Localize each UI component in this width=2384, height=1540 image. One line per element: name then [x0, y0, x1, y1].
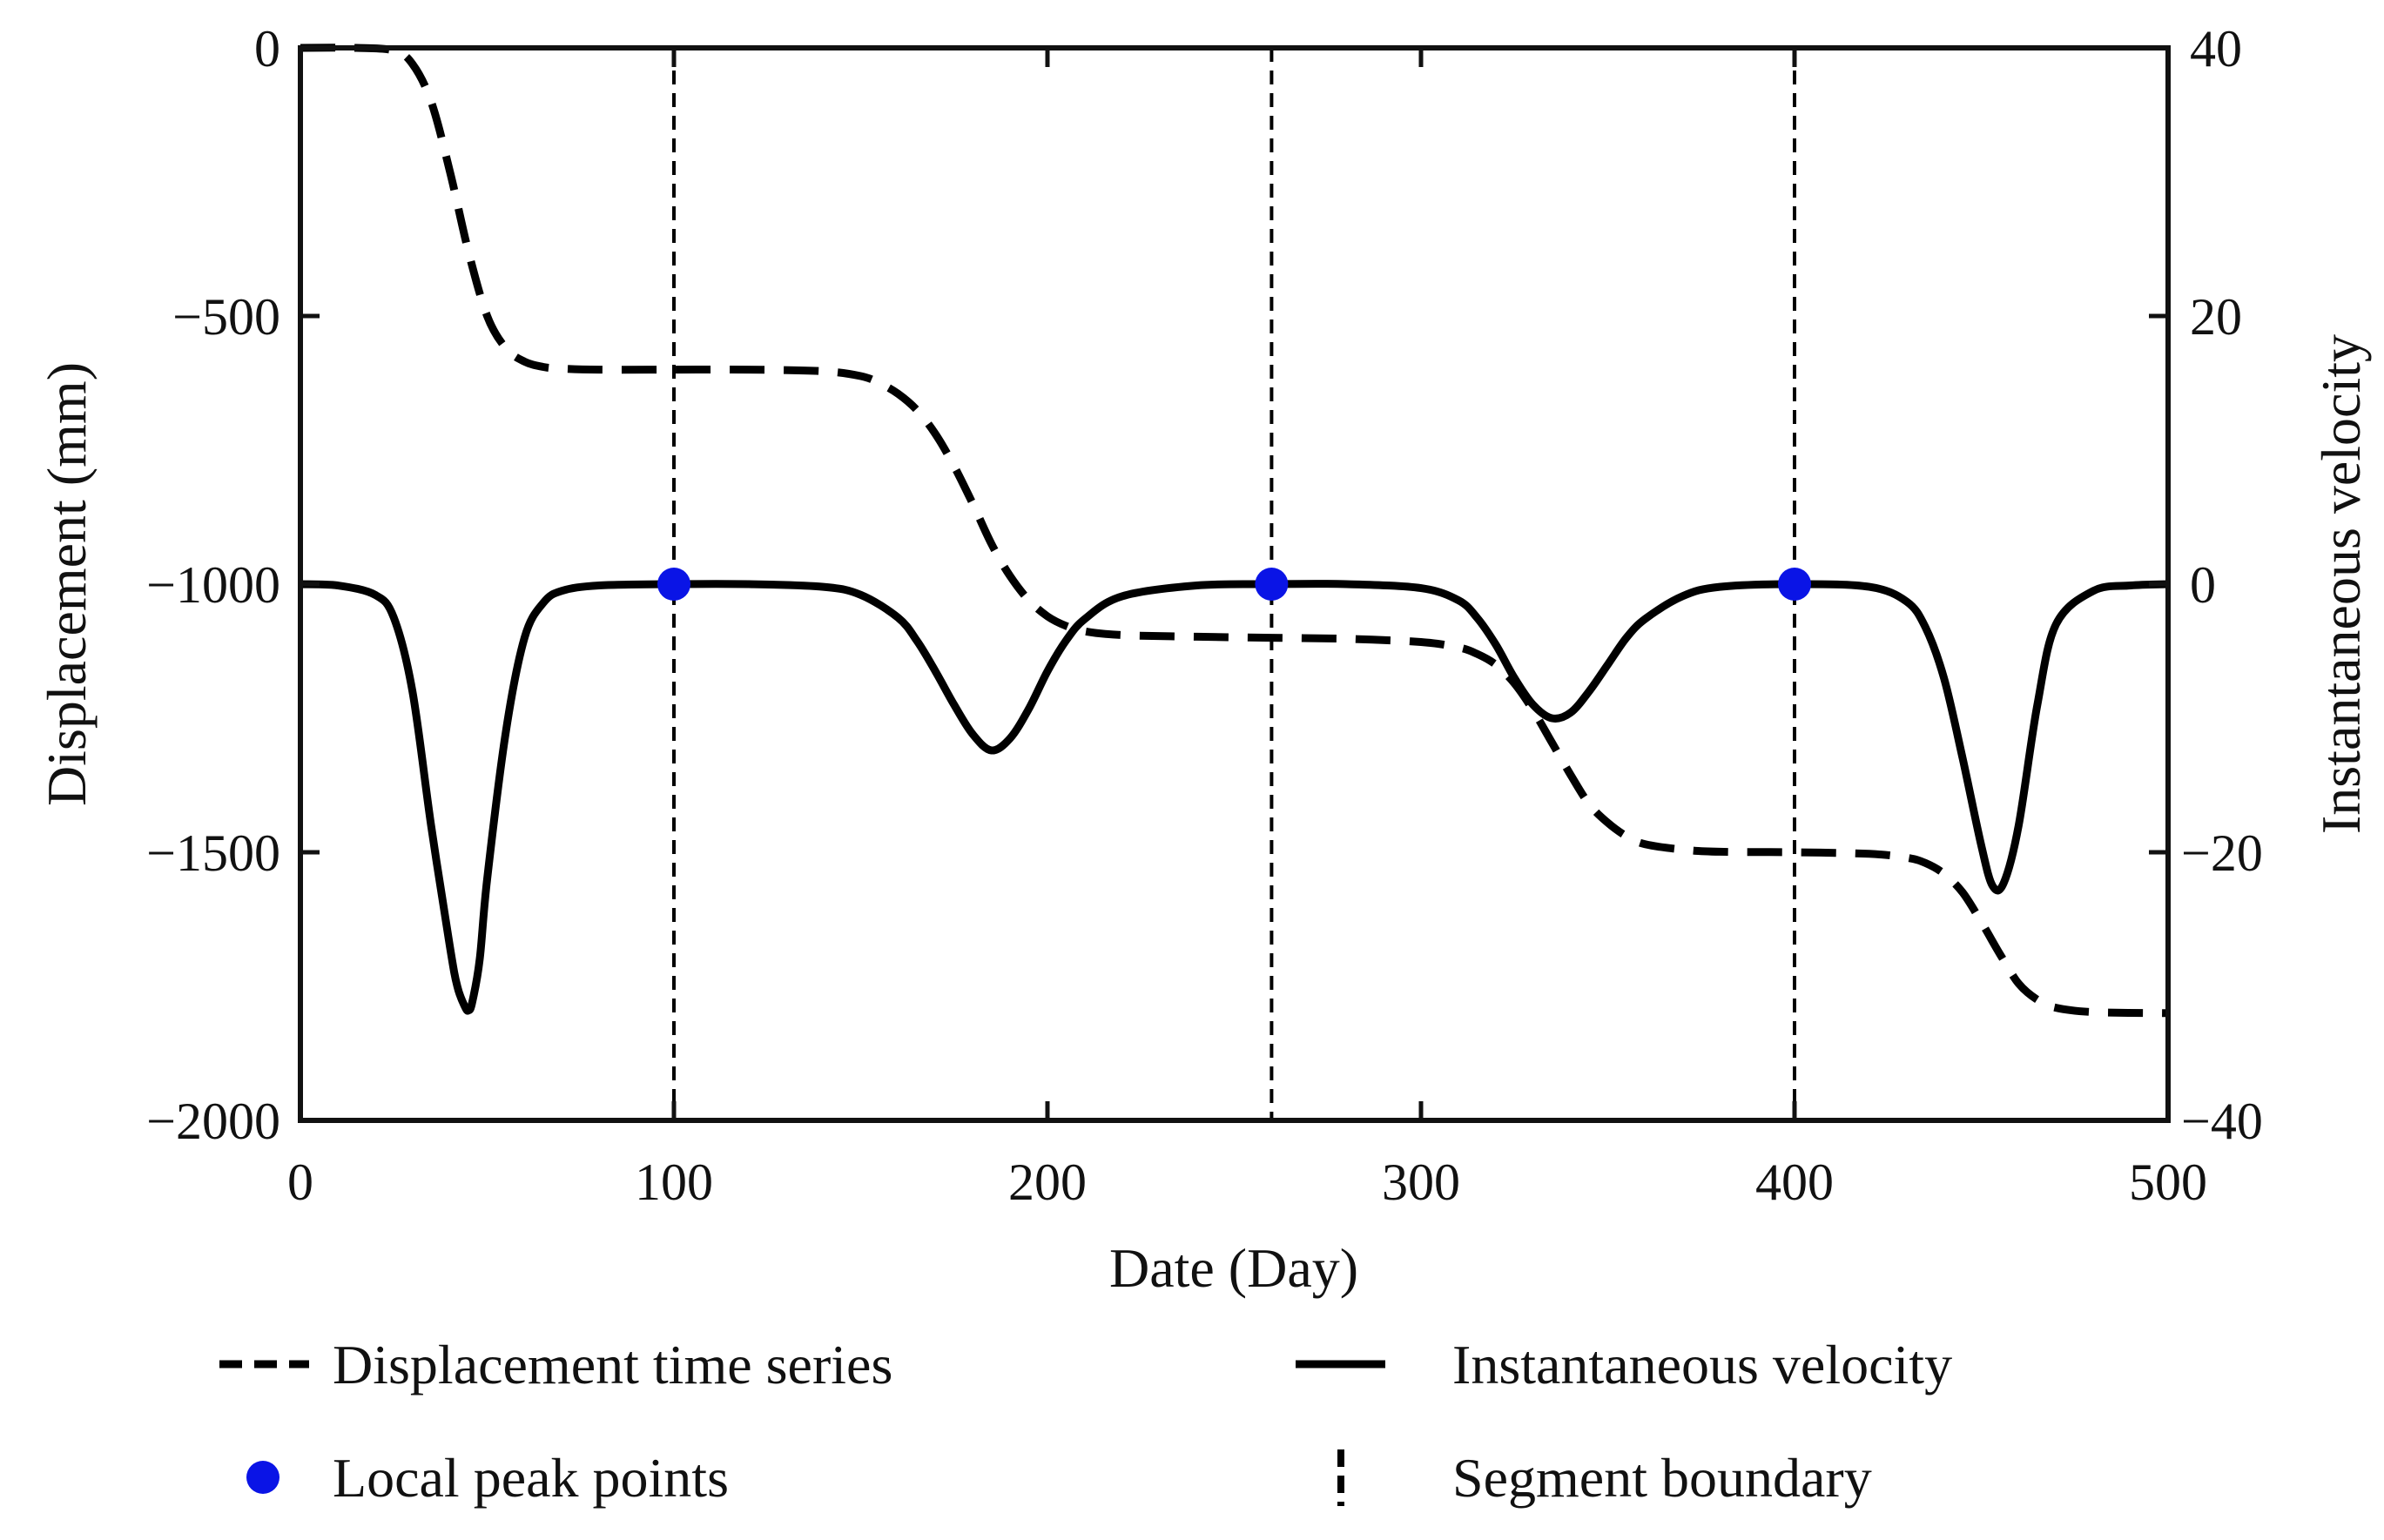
legend-blue-dot-symbol [246, 1461, 279, 1494]
local-peak-point [1255, 568, 1289, 601]
legend: Displacement time series Instantaneous v… [219, 1334, 1952, 1509]
legend-label: Displacement time series [333, 1334, 892, 1395]
y-right-tick-label: 20 [2190, 288, 2242, 346]
y-left-tick-label: −500 [172, 288, 280, 346]
local-peak-point [657, 568, 690, 601]
legend-item-boundary: Segment boundary [1337, 1447, 1872, 1509]
x-tick-label: 500 [2129, 1153, 2207, 1211]
x-tick-label: 200 [1008, 1153, 1087, 1211]
y-right-tick-label: −20 [2181, 824, 2263, 882]
x-tick-label: 300 [1382, 1153, 1460, 1211]
segment-boundaries [672, 48, 1796, 1120]
y-left-axis-title: Displacement (mm) [36, 362, 98, 806]
y-right-tick-label: −40 [2181, 1093, 2263, 1150]
legend-item-peaks: Local peak points [246, 1447, 729, 1509]
legend-label: Instantaneous velocity [1452, 1334, 1952, 1395]
x-tick-labels: 0 100 200 300 400 500 [287, 1153, 2207, 1211]
y-left-tick-label: 0 [254, 20, 280, 77]
y-right-tick-label: 0 [2190, 556, 2216, 614]
local-peak-point [1778, 568, 1811, 601]
velocity-series-line [300, 580, 2169, 1015]
legend-item-displacement: Displacement time series [219, 1334, 892, 1395]
y-left-tick-label: −1500 [146, 824, 280, 882]
legend-label: Segment boundary [1452, 1447, 1872, 1509]
y-left-tick-labels: 0 −500 −1000 −1500 −2000 [146, 20, 280, 1150]
x-tick-label: 400 [1755, 1153, 1834, 1211]
peak-markers [657, 568, 1811, 601]
legend-label: Local peak points [333, 1447, 729, 1509]
y-left-tick-label: −1000 [146, 556, 280, 614]
y-left-tick-label: −2000 [146, 1093, 280, 1150]
x-axis-title: Date (Day) [1109, 1237, 1358, 1299]
x-tick-label: 100 [635, 1153, 713, 1211]
displacement-series-line [300, 44, 2169, 1018]
y-right-tick-labels: 40 20 0 −20 −40 [2181, 20, 2263, 1150]
x-tick-label: 0 [287, 1153, 313, 1211]
series-layer [300, 44, 2169, 1018]
y-right-axis-title: Instantaneous velocity [2310, 334, 2372, 834]
y-right-tick-label: 40 [2190, 20, 2242, 77]
legend-item-velocity: Instantaneous velocity [1296, 1334, 1952, 1395]
axis-ticks [298, 45, 2171, 1123]
